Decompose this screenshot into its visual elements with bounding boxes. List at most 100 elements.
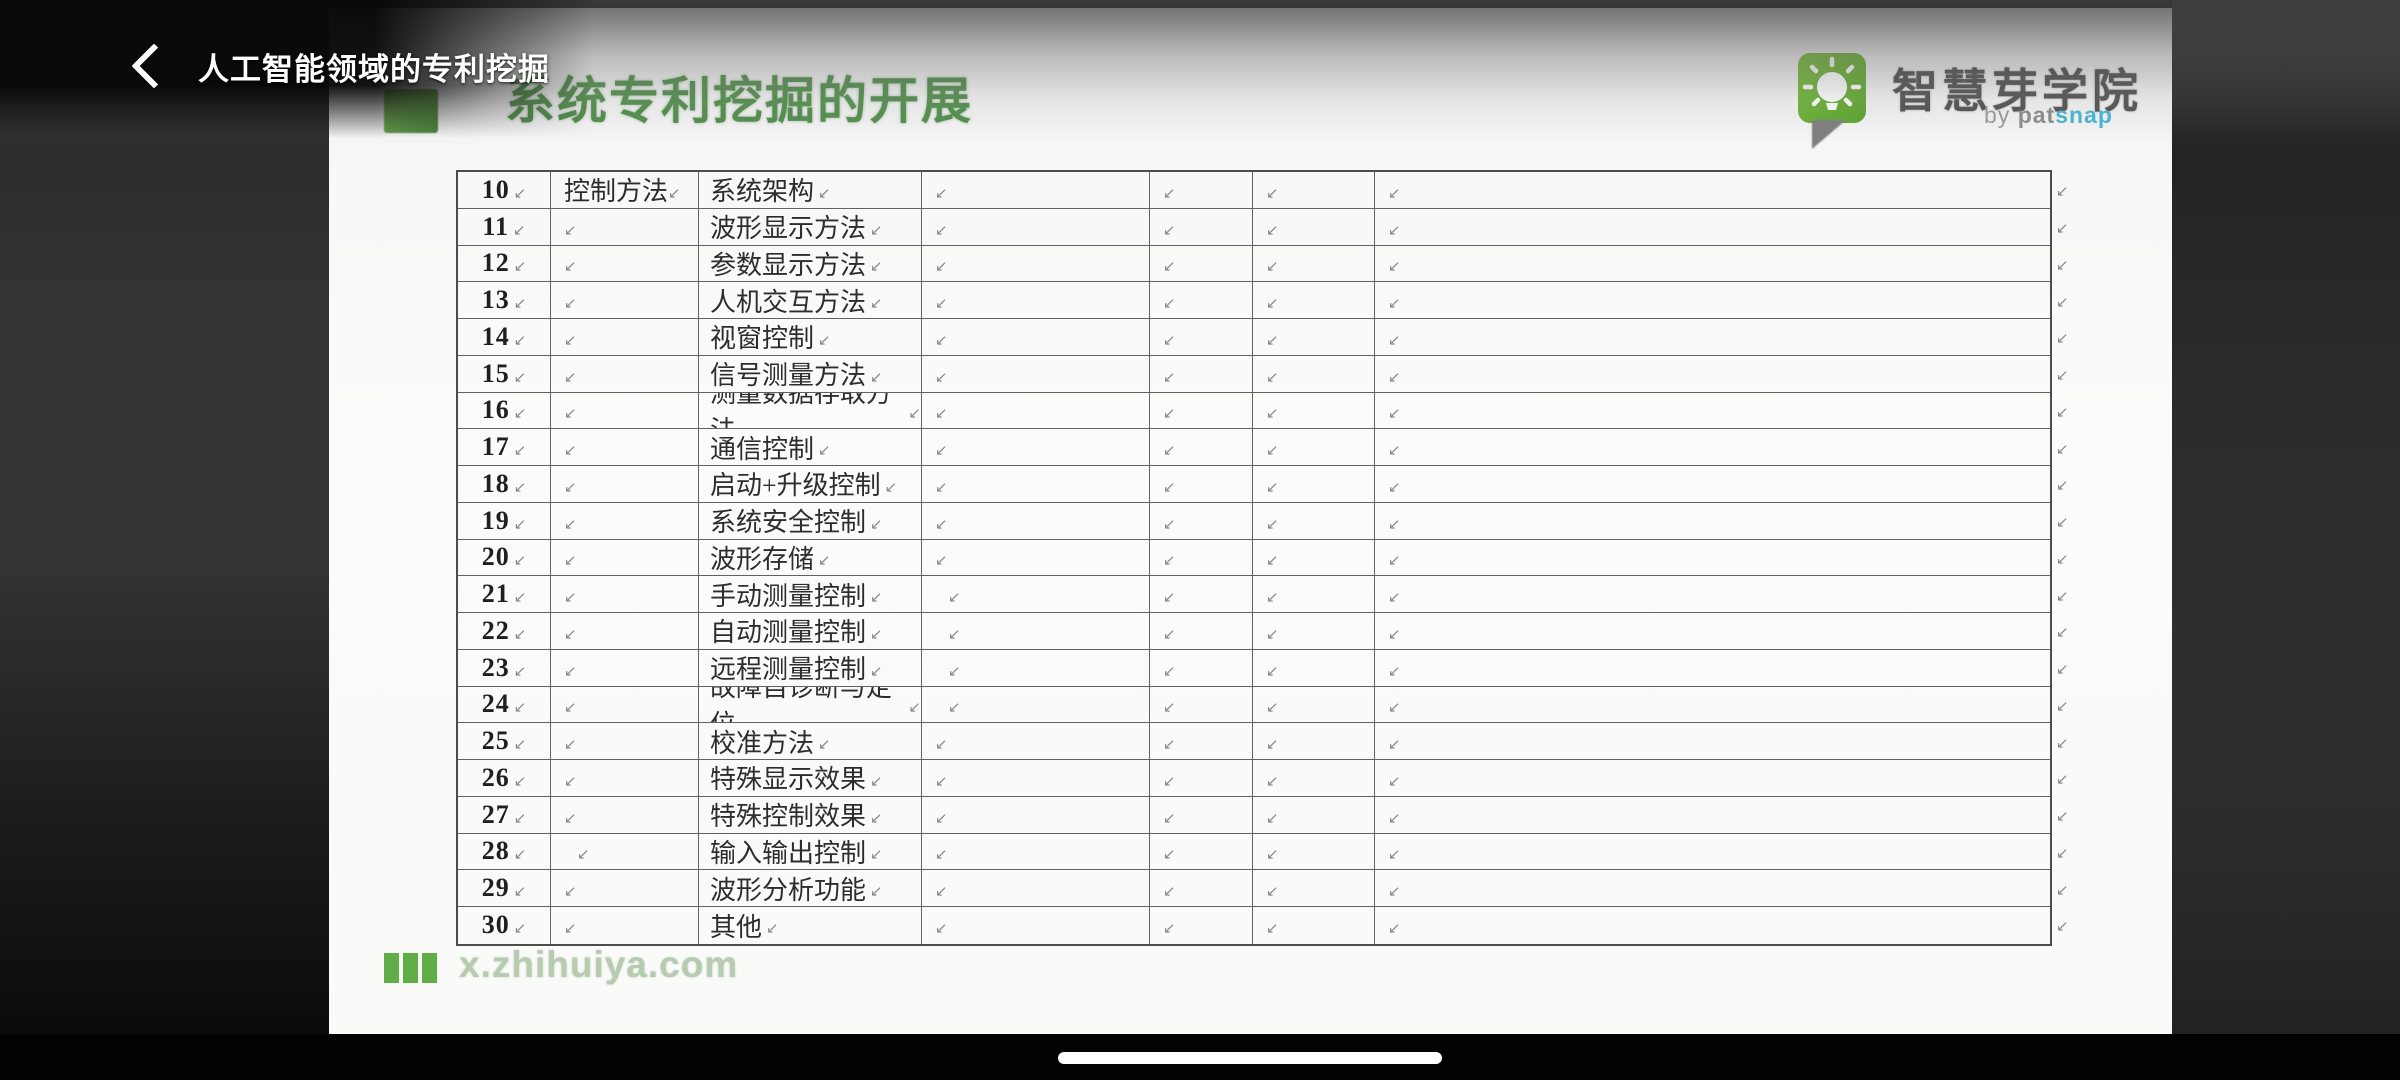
end-of-line-mark: ↙ <box>564 478 577 496</box>
category-label: 控制方法 <box>564 172 668 208</box>
end-of-line-mark: ↙ <box>870 588 883 606</box>
end-of-line-mark: ↙ <box>564 625 577 643</box>
end-of-line-mark: ↙ <box>1163 331 1176 349</box>
end-of-line-mark: ↙ <box>564 809 577 827</box>
end-of-row-mark: ↙ <box>2056 587 2069 605</box>
mark-cell: ↙ <box>922 613 1150 650</box>
byline-snap: snap <box>2055 102 2113 128</box>
subcategory-cell: 手动测量控制↙ <box>699 576 922 613</box>
end-of-line-mark: ↙ <box>935 772 948 790</box>
logo-byline: by patsnap <box>1984 102 2113 129</box>
end-of-line-mark: ↙ <box>564 662 577 680</box>
end-of-line-mark: ↙ <box>935 735 948 753</box>
subcategory-cell: 自动测量控制↙ <box>699 613 922 650</box>
end-of-line-mark: ↙ <box>870 809 883 827</box>
end-of-line-mark: ↙ <box>1266 184 1279 202</box>
mark-cell: ↙ <box>1253 282 1375 319</box>
end-of-line-mark: ↙ <box>870 662 883 680</box>
subcategory-label: 波形存储 <box>710 540 814 576</box>
mark-cell: ↙ <box>1150 797 1253 834</box>
category-cell: ↙ <box>551 246 699 283</box>
category-cell: ↙ <box>551 760 699 797</box>
mark-cell: ↙ <box>922 576 1150 613</box>
end-of-line-mark: ↙ <box>935 551 948 569</box>
end-of-line-mark: ↙ <box>1388 441 1401 459</box>
mark-cell: ↙ <box>922 834 1150 871</box>
subcategory-label: 系统安全控制 <box>710 503 866 539</box>
patent-table: 10↙控制方法↙系统架构↙↙↙↙↙11↙↙波形显示方法↙↙↙↙↙12↙↙参数显示… <box>456 170 2052 946</box>
end-of-line-mark: ↙ <box>818 441 831 459</box>
end-of-line-mark: ↙ <box>564 698 577 716</box>
row-number-cell: 13↙ <box>458 282 551 319</box>
mark-cell: ↙ <box>1253 209 1375 246</box>
mark-cell: ↙ <box>922 393 1150 430</box>
end-of-line-mark: ↙ <box>1163 441 1176 459</box>
row-number: 10 <box>482 175 510 205</box>
mark-cell: ↙ <box>1150 466 1253 503</box>
end-of-row-mark: ↙ <box>2056 734 2069 752</box>
end-of-line-mark: ↙ <box>1163 184 1176 202</box>
mark-cell: ↙ <box>1253 540 1375 577</box>
subcategory-label: 视窗控制 <box>710 319 814 355</box>
row-number: 23 <box>482 653 510 683</box>
end-of-line-mark: ↙ <box>564 404 577 422</box>
mark-cell: ↙ <box>1253 723 1375 760</box>
subcategory-label: 人机交互方法 <box>710 282 866 318</box>
subcategory-label: 故障自诊断与定位 <box>710 687 904 724</box>
category-cell: ↙ <box>551 429 699 466</box>
end-of-line-mark: ↙ <box>935 882 948 900</box>
mark-cell: ↙ <box>1253 172 1375 209</box>
end-of-line-mark: ↙ <box>885 478 898 496</box>
row-number-cell: 24↙ <box>458 687 551 724</box>
mark-cell: ↙ <box>1150 393 1253 430</box>
home-indicator[interactable] <box>1058 1052 1442 1064</box>
mark-cell: ↙ <box>1375 172 2050 209</box>
subcategory-cell: 校准方法↙ <box>699 723 922 760</box>
row-number: 30 <box>482 910 510 940</box>
mark-cell: ↙ <box>1150 319 1253 356</box>
mark-cell: ↙ <box>1253 246 1375 283</box>
end-of-line-mark: ↙ <box>514 845 527 863</box>
category-cell: ↙ <box>551 650 699 687</box>
subcategory-cell: 测量数据存取方法↙ <box>699 393 922 430</box>
subcategory-cell: 其他↙ <box>699 907 922 944</box>
category-cell: ↙ <box>551 356 699 393</box>
subcategory-label: 波形分析功能 <box>710 870 866 906</box>
end-of-line-mark: ↙ <box>1388 698 1401 716</box>
subcategory-label: 自动测量控制 <box>710 613 866 649</box>
end-of-line-mark: ↙ <box>1388 294 1401 312</box>
category-cell: ↙ <box>551 393 699 430</box>
end-of-line-mark: ↙ <box>1266 331 1279 349</box>
back-button[interactable] <box>130 38 174 90</box>
mark-cell: ↙ <box>1375 209 2050 246</box>
end-of-row-mark: ↙ <box>2056 182 2069 200</box>
mark-cell: ↙ <box>1150 870 1253 907</box>
end-of-line-mark: ↙ <box>908 698 921 716</box>
end-of-line-mark: ↙ <box>935 221 948 239</box>
end-of-line-mark: ↙ <box>1266 698 1279 716</box>
end-of-line-mark: ↙ <box>766 919 779 937</box>
mark-cell: ↙ <box>1150 576 1253 613</box>
end-of-line-mark: ↙ <box>1266 551 1279 569</box>
end-of-line-mark: ↙ <box>935 441 948 459</box>
end-of-line-mark: ↙ <box>514 478 527 496</box>
mark-cell: ↙ <box>922 723 1150 760</box>
mark-cell: ↙ <box>922 503 1150 540</box>
mark-cell: ↙ <box>922 760 1150 797</box>
end-of-line-mark: ↙ <box>1388 662 1401 680</box>
category-cell: ↙ <box>551 466 699 503</box>
mark-cell: ↙ <box>1150 650 1253 687</box>
end-of-line-mark: ↙ <box>1388 625 1401 643</box>
subcategory-cell: 波形显示方法↙ <box>699 209 922 246</box>
mark-cell: ↙ <box>922 466 1150 503</box>
end-of-line-mark: ↙ <box>1163 551 1176 569</box>
row-number: 13 <box>482 285 510 315</box>
end-of-line-mark: ↙ <box>818 184 831 202</box>
end-of-line-mark: ↙ <box>1163 257 1176 275</box>
end-of-line-mark: ↙ <box>564 551 577 569</box>
mark-cell: ↙ <box>1375 356 2050 393</box>
mark-cell: ↙ <box>1150 760 1253 797</box>
mark-cell: ↙ <box>1253 429 1375 466</box>
mark-cell: ↙ <box>1150 246 1253 283</box>
end-of-line-mark: ↙ <box>1388 368 1401 386</box>
